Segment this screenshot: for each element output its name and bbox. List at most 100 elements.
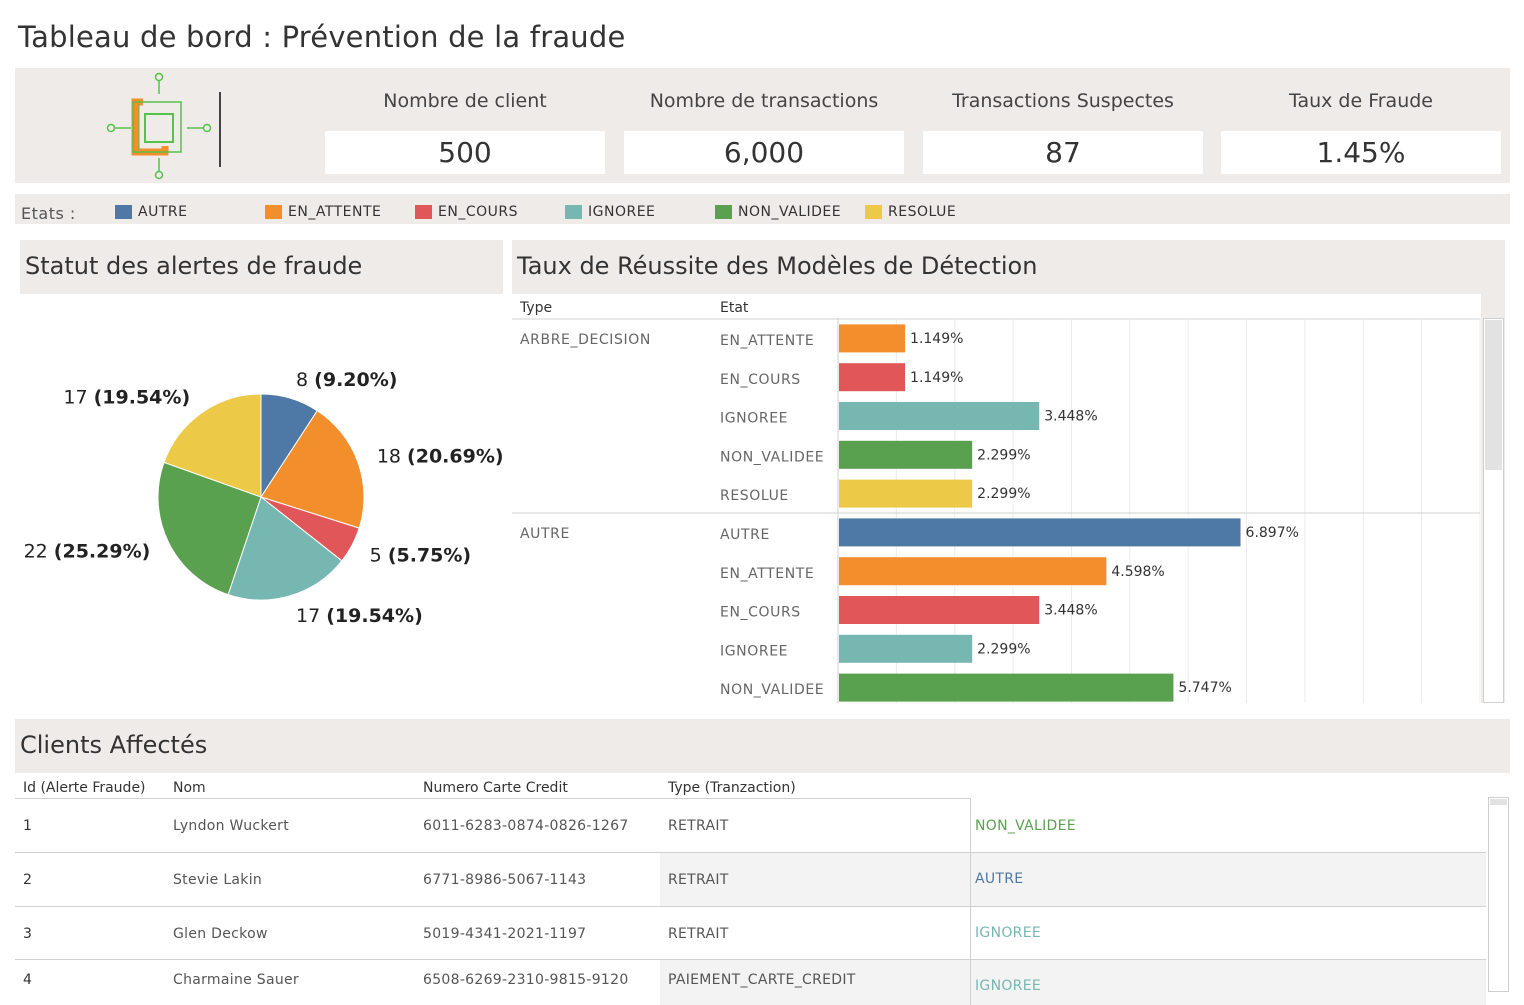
- table-col-divider: [970, 798, 971, 1005]
- bar-autre-en-attente[interactable]: [839, 557, 1107, 586]
- legend-label: EN_COURS: [438, 204, 518, 220]
- bar-etat-label: RESOLUE: [720, 488, 789, 504]
- bar-etat-label: EN_ATTENTE: [720, 333, 814, 349]
- table-row[interactable]: 3 Glen Deckow 5019-4341-2021-1197 RETRAI…: [15, 907, 1486, 960]
- bar-value-label: 5.747%: [1178, 680, 1231, 696]
- cell-carte: 6771-8986-5067-1143: [423, 872, 587, 888]
- pie-slice-ignoree[interactable]: [227, 496, 343, 601]
- legend-label: NON_VALIDEE: [738, 204, 842, 220]
- pie-slice-resolue[interactable]: [163, 393, 262, 498]
- cell-nom: Glen Deckow: [173, 926, 268, 942]
- table-header-id: Id (Alerte Fraude): [23, 780, 146, 796]
- legend-swatch: [565, 205, 582, 219]
- bar-value-label: 3.448%: [1044, 409, 1097, 425]
- kpi-value-transactions: 6,000: [624, 131, 904, 174]
- cell-etat: IGNOREE: [975, 978, 1041, 994]
- bar-etat-label: EN_ATTENTE: [720, 566, 814, 582]
- kpi-label-suspectes: Transactions Suspectes: [952, 90, 1174, 112]
- legend: Etats : AUTRE EN_ATTENTE EN_COURS IGNORE…: [15, 194, 1510, 224]
- bar-etat-label: NON_VALIDEE: [720, 682, 824, 698]
- pie-slice-en-attente[interactable]: [260, 410, 365, 529]
- legend-item-autre[interactable]: AUTRE: [115, 204, 187, 220]
- table-header-type: Type (Tranzaction): [668, 780, 796, 796]
- legend-item-non-validee[interactable]: NON_VALIDEE: [715, 204, 841, 220]
- cell-type: PAIEMENT_CARTE_CREDIT: [668, 972, 856, 988]
- bar-value-label: 2.299%: [977, 641, 1030, 657]
- bar-chart: ARBRE_DECISION EN_ATTENTE 1.149% EN_COURS 1.…: [512, 318, 1481, 703]
- table-scrollbar-thumb[interactable]: [1490, 799, 1507, 805]
- bar-autre-en-cours[interactable]: [839, 596, 1040, 624]
- page-title: Tableau de bord : Prévention de la fraud…: [18, 20, 626, 54]
- bar-value-label: 6.897%: [1246, 525, 1299, 541]
- table-header-carte: Numero Carte Credit: [423, 780, 568, 796]
- bar-value-label: 4.598%: [1111, 564, 1164, 580]
- table-row[interactable]: 4 Charmaine Sauer 6508-6269-2310-9815-91…: [15, 960, 1486, 1005]
- chip-logo-icon: [106, 72, 221, 180]
- cell-etat: IGNOREE: [975, 925, 1041, 941]
- table-row-etat-bg: [971, 799, 1486, 852]
- legend-title: Etats :: [21, 204, 76, 223]
- cell-carte: 6508-6269-2310-9815-9120: [423, 972, 629, 988]
- bar-autre-non-validee[interactable]: [839, 673, 1174, 702]
- kpi-value-suspectes: 87: [923, 131, 1203, 174]
- cell-carte: 6011-6283-0874-0826-1267: [423, 818, 629, 834]
- cell-type: RETRAIT: [668, 926, 729, 942]
- table-body: Id (Alerte Fraude) Nom Numero Carte Cred…: [15, 773, 1486, 1005]
- cell-nom: Charmaine Sauer: [173, 972, 299, 988]
- cell-id: 3: [23, 926, 33, 942]
- bar-etat-label: NON_VALIDEE: [720, 449, 824, 465]
- table-row[interactable]: 1 Lyndon Wuckert 6011-6283-0874-0826-126…: [15, 799, 1486, 852]
- pie-chart: 8 (9.20%) 18 (20.69%) 5 (5.75%) 17 (19.54%)…: [24, 369, 503, 627]
- legend-item-ignoree[interactable]: IGNOREE: [565, 204, 655, 220]
- table-row-etat-bg: [971, 853, 1486, 906]
- pie-panel-title: Statut des alertes de fraude: [25, 252, 363, 280]
- pie-label-ignoree: 17 (19.54%): [296, 605, 423, 627]
- legend-label: EN_ATTENTE: [288, 204, 382, 220]
- cell-etat: AUTRE: [975, 871, 1024, 887]
- bar-group-label: ARBRE_DECISION: [520, 332, 651, 348]
- legend-swatch: [415, 205, 432, 219]
- bar-arbre-decision-en-cours[interactable]: [839, 363, 906, 392]
- bar-value-label: 2.299%: [977, 486, 1030, 502]
- bar-value-label: 3.448%: [1044, 603, 1097, 619]
- bar-arbre-decision-resolue[interactable]: [839, 479, 973, 508]
- bar-arbre-decision-non-validee[interactable]: [839, 440, 973, 469]
- bar-arbre-decision-en-attente[interactable]: [839, 324, 906, 353]
- table-row[interactable]: 2 Stevie Lakin 6771-8986-5067-1143 RETRA…: [15, 853, 1486, 906]
- pie-label-en-cours: 5 (5.75%): [370, 545, 471, 567]
- table-row-type-bg: [660, 853, 970, 906]
- kpi-band: Nombre de client 500 Nombre de transacti…: [15, 68, 1510, 183]
- bar-scrollbar[interactable]: [1483, 318, 1504, 703]
- pie-slice-non-validee[interactable]: [157, 461, 262, 596]
- table-scrollbar[interactable]: [1488, 797, 1509, 992]
- cell-type: RETRAIT: [668, 818, 729, 834]
- bar-etat-label: IGNOREE: [720, 643, 788, 659]
- row-divider: [15, 852, 1486, 853]
- cell-id: 2: [23, 872, 33, 888]
- cell-nom: Stevie Lakin: [173, 872, 263, 888]
- bar-panel-title: Taux de Réussite des Modèles de Détectio…: [517, 252, 1038, 280]
- table-header-nom: Nom: [173, 780, 206, 796]
- bar-etat-label: EN_COURS: [720, 605, 801, 621]
- legend-item-resolue[interactable]: RESOLUE: [865, 204, 956, 220]
- legend-item-en-cours[interactable]: EN_COURS: [415, 204, 518, 220]
- bar-col-type: Type: [520, 300, 553, 316]
- legend-label: RESOLUE: [888, 204, 957, 220]
- cell-id: 1: [23, 818, 33, 834]
- bar-autre-ignoree[interactable]: [839, 634, 973, 663]
- bar-autre-autre[interactable]: [839, 518, 1241, 547]
- row-divider: [15, 906, 1486, 907]
- bar-scrollbar-thumb[interactable]: [1485, 320, 1502, 470]
- bar-etat-label: IGNOREE: [720, 411, 788, 427]
- bar-value-label: 1.149%: [910, 331, 963, 347]
- kpi-value-taux: 1.45%: [1221, 131, 1501, 174]
- kpi-label-taux: Taux de Fraude: [1288, 90, 1433, 112]
- bar-etat-label: EN_COURS: [720, 372, 801, 388]
- bar-arbre-decision-ignoree[interactable]: [839, 402, 1040, 430]
- pie-label-autre: 8 (9.20%): [296, 369, 397, 391]
- cell-carte: 5019-4341-2021-1197: [423, 926, 587, 942]
- legend-item-en-attente[interactable]: EN_ATTENTE: [265, 204, 381, 220]
- pie-label-resolue: 17 (19.54%): [63, 386, 190, 408]
- cell-type: RETRAIT: [668, 872, 729, 888]
- kpi-value-clients: 500: [325, 131, 605, 174]
